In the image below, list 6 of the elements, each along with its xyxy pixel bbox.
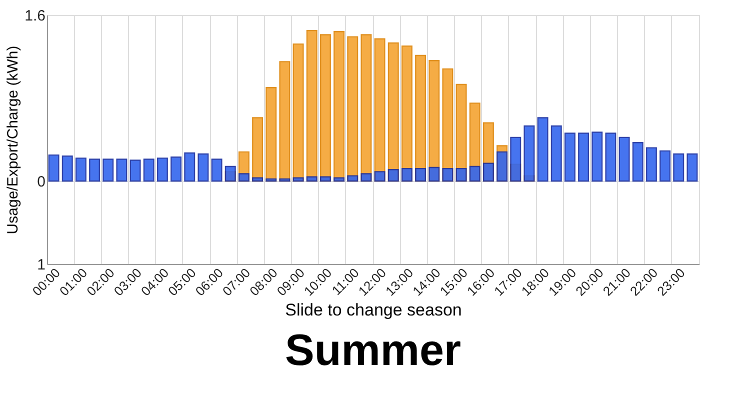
y-axis-title: Usage/Export/Charge (kWh) [4,46,22,234]
x-axis-title: Slide to change season [285,300,462,320]
y-tick-label: 1 [37,256,46,274]
y-tick-label: 1.6 [24,8,46,24]
text: Summer [284,326,462,376]
y-tick-label: 0 [37,174,46,190]
